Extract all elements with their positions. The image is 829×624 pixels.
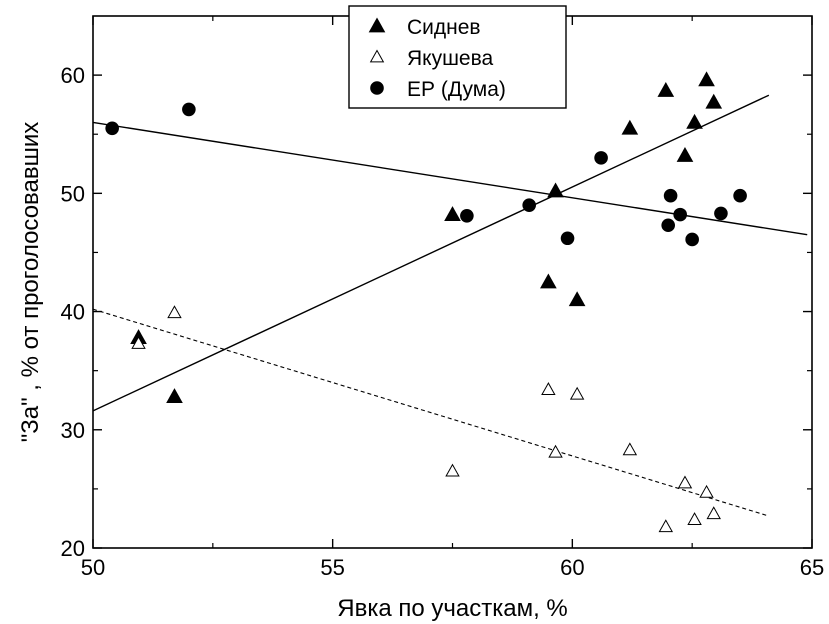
- data-point-series-0: [686, 113, 703, 129]
- y-tick-label: 20: [61, 536, 85, 561]
- data-point-series-2: [673, 207, 687, 222]
- y-axis-title: "За" , % от проголосовавших: [17, 122, 44, 443]
- legend-box: [348, 5, 567, 109]
- data-point-series-0: [568, 291, 586, 307]
- data-point-series-1: [167, 305, 182, 319]
- data-points: [105, 71, 747, 533]
- data-point-series-0: [705, 93, 723, 109]
- data-point-series-1: [699, 484, 714, 498]
- data-point-series-1: [131, 335, 146, 349]
- data-point-series-1: [541, 382, 556, 395]
- data-point-series-2: [733, 188, 747, 203]
- data-point-series-2: [460, 208, 474, 223]
- data-point-series-0: [676, 147, 694, 162]
- fit-line: [92, 94, 770, 412]
- data-point-series-1: [706, 506, 721, 520]
- y-tick-label: 30: [61, 418, 85, 443]
- data-point-series-1: [658, 519, 674, 533]
- legend-marker-1: [369, 49, 385, 63]
- x-tick-label: 65: [800, 555, 824, 580]
- y-tick-label: 50: [61, 181, 85, 206]
- data-point-series-1: [548, 444, 563, 458]
- data-point-series-0: [547, 182, 564, 198]
- legend-label-1: Якушева: [407, 47, 494, 70]
- legend-label-2: ЕР (Дума): [407, 78, 506, 101]
- data-point-series-1: [445, 463, 460, 477]
- data-point-series-2: [663, 188, 678, 203]
- tick-labels: 50 55 60 65 20 30 40 50 60: [61, 63, 825, 580]
- data-point-series-2: [661, 218, 675, 233]
- x-tick-label: 55: [320, 555, 344, 580]
- legend-marker-2: [370, 81, 384, 95]
- data-point-series-0: [540, 273, 557, 289]
- y-tick-label: 40: [61, 300, 85, 325]
- fit-line: [92, 121, 808, 236]
- data-point-series-2: [105, 121, 119, 136]
- data-point-series-2: [685, 232, 699, 247]
- data-point-series-0: [698, 71, 715, 87]
- data-point-series-0: [657, 81, 675, 97]
- x-tick-label: 60: [560, 555, 584, 580]
- data-point-series-2: [182, 102, 196, 117]
- data-point-series-2: [560, 231, 575, 246]
- data-point-series-1: [569, 386, 585, 400]
- data-point-series-1: [677, 475, 693, 489]
- x-tick-label: 50: [81, 555, 105, 580]
- data-point-series-2: [714, 206, 728, 221]
- data-point-series-0: [444, 206, 461, 221]
- legend: Сиднев Якушева ЕР (Дума): [348, 5, 567, 109]
- data-point-series-2: [594, 151, 608, 165]
- data-point-series-0: [166, 388, 183, 404]
- data-point-series-0: [621, 119, 639, 135]
- y-tick-label: 60: [61, 63, 85, 88]
- fit-lines: [92, 94, 808, 517]
- data-point-series-2: [522, 198, 536, 212]
- data-point-series-1: [687, 512, 702, 526]
- legend-marker-0: [368, 17, 386, 33]
- x-axis-title: Явка по участкам, %: [337, 595, 568, 622]
- fit-line: [92, 308, 770, 517]
- legend-label-0: Сиднев: [407, 16, 481, 39]
- data-point-series-1: [622, 442, 638, 456]
